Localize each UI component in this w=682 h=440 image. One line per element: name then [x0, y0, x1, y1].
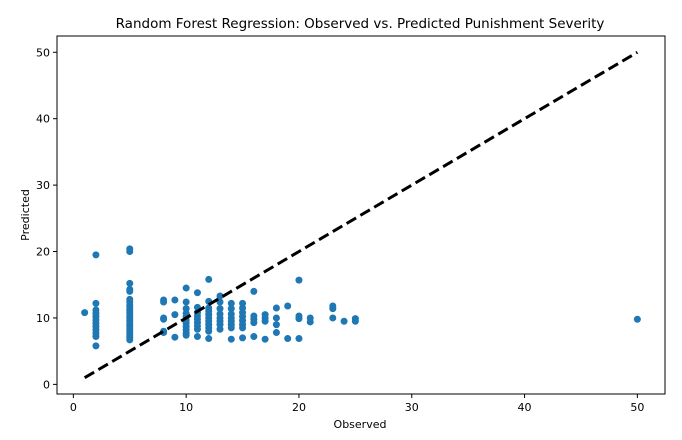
data-point	[250, 287, 258, 295]
data-point	[272, 329, 280, 337]
data-point	[126, 287, 134, 295]
y-tick-label: 40	[36, 113, 50, 126]
x-axis: 0 10 20 30 40 50	[70, 394, 644, 414]
data-point	[272, 321, 280, 329]
x-tick-label: 20	[292, 401, 306, 414]
data-point	[193, 289, 201, 297]
data-point	[227, 335, 235, 343]
data-point	[205, 327, 213, 335]
data-point	[216, 292, 224, 300]
data-point	[205, 275, 213, 283]
data-point	[126, 336, 134, 344]
y-axis-label: Predicted	[19, 189, 32, 241]
data-point	[182, 331, 190, 339]
data-point	[171, 333, 179, 341]
x-tick-label: 40	[518, 401, 532, 414]
data-point	[171, 311, 179, 319]
data-point	[329, 305, 337, 313]
data-point	[284, 302, 292, 310]
data-point	[261, 335, 269, 343]
data-point	[182, 284, 190, 292]
data-point	[193, 333, 201, 341]
data-point	[329, 314, 337, 322]
data-point	[295, 315, 303, 323]
data-point	[227, 305, 235, 313]
data-point	[160, 315, 168, 323]
data-point	[92, 299, 100, 307]
data-point	[160, 298, 168, 306]
data-point	[92, 333, 100, 341]
data-point	[272, 314, 280, 322]
x-tick-label: 30	[405, 401, 419, 414]
data-point	[272, 304, 280, 312]
y-tick-label: 30	[36, 179, 50, 192]
data-point	[216, 305, 224, 313]
data-point	[284, 335, 292, 343]
x-tick-label: 50	[630, 401, 644, 414]
x-axis-label: Observed	[334, 418, 387, 431]
x-tick-label: 0	[70, 401, 77, 414]
data-point	[295, 335, 303, 343]
chart-title: Random Forest Regression: Observed vs. P…	[116, 16, 605, 32]
data-point	[239, 324, 247, 332]
data-point	[126, 279, 134, 287]
data-point	[351, 317, 359, 325]
data-point	[193, 325, 201, 333]
data-point	[633, 315, 641, 323]
plot-frame	[56, 35, 666, 395]
data-point	[250, 319, 258, 327]
data-point	[205, 335, 213, 343]
data-point	[250, 333, 258, 341]
y-axis: 0 10 20 30 40 50	[36, 46, 57, 391]
data-point	[306, 318, 314, 326]
data-point	[340, 317, 348, 325]
x-tick-label: 10	[179, 401, 193, 414]
data-point	[227, 324, 235, 332]
data-point	[126, 248, 134, 256]
data-point	[92, 342, 100, 350]
y-tick-label: 0	[43, 378, 50, 391]
y-tick-label: 50	[36, 46, 50, 59]
plot-area	[81, 50, 641, 380]
y-tick-label: 20	[36, 246, 50, 259]
data-point	[227, 299, 235, 307]
data-point	[261, 317, 269, 325]
data-point	[216, 325, 224, 333]
y-tick-label: 10	[36, 312, 50, 325]
data-point	[171, 296, 179, 304]
data-point	[239, 334, 247, 342]
data-point	[81, 309, 89, 317]
data-point	[182, 298, 190, 306]
data-point	[295, 276, 303, 284]
data-point	[92, 251, 100, 259]
reference-line	[83, 50, 639, 380]
